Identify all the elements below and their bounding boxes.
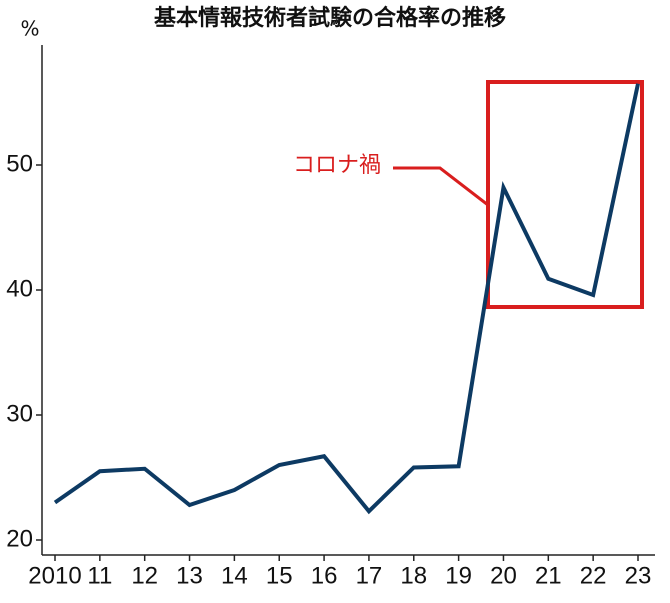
x-tick-label: 2010 <box>28 562 81 589</box>
y-tick-label: 50 <box>6 150 33 177</box>
x-tick-label: 17 <box>356 562 383 589</box>
x-tick-label: 12 <box>131 562 158 589</box>
annotation-leader <box>393 166 489 207</box>
x-tick-label: 21 <box>535 562 562 589</box>
data-line <box>53 83 640 515</box>
x-tick-label: 15 <box>266 562 293 589</box>
y-tick-label: 30 <box>6 400 33 427</box>
x-tick-label: 22 <box>580 562 607 589</box>
annotation: コロナ禍 <box>293 153 381 178</box>
x-tick-label: 23 <box>625 562 652 589</box>
x-tick-label: 11 <box>87 562 112 589</box>
y-tick-label: 20 <box>6 525 33 552</box>
x-tick-label: 14 <box>221 562 248 589</box>
x-tick-label: 19 <box>445 562 472 589</box>
annotation-box <box>486 80 644 309</box>
y-axis-label: % <box>20 17 39 41</box>
chart-title: 基本情報技術者試験の合格率の推移 <box>154 5 506 31</box>
x-tick-label: 13 <box>176 562 203 589</box>
x-tick-label: 16 <box>311 562 338 589</box>
x-tick-label: 20 <box>490 562 517 589</box>
y-tick-label: 40 <box>6 275 33 302</box>
x-tick-label: 18 <box>400 562 427 589</box>
